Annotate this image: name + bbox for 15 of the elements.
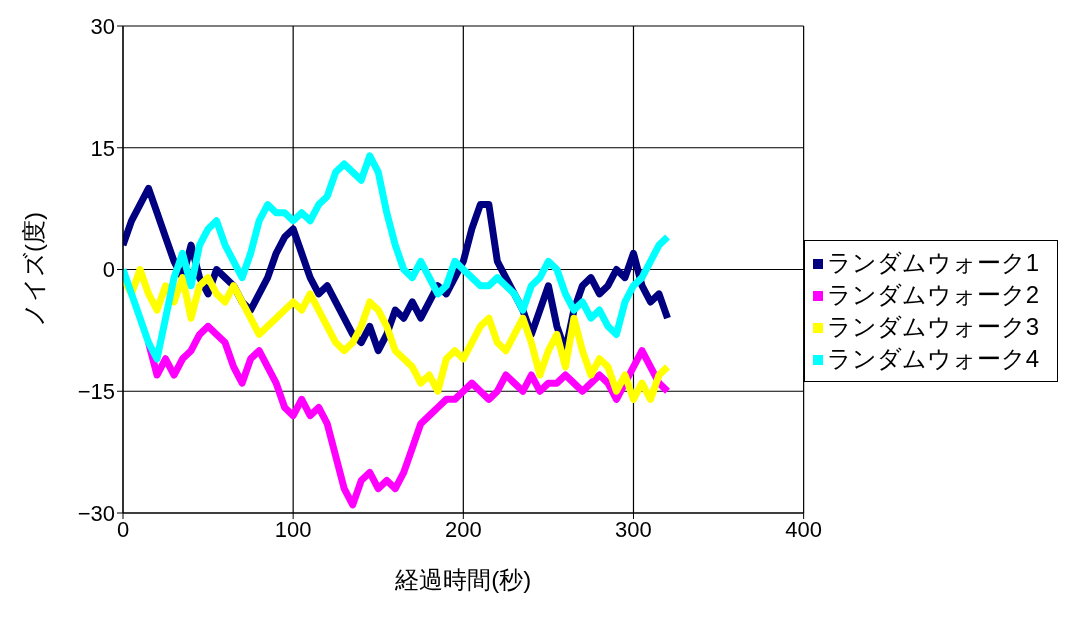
y-tick-label: −15 [77, 379, 115, 405]
y-axis-title: ノイズ(度) [19, 212, 47, 327]
y-tick-label: 30 [90, 13, 115, 39]
legend-label: ランダムウォーク2 [826, 280, 1039, 308]
legend-label: ランダムウォーク3 [826, 312, 1039, 340]
x-tick-label: 400 [785, 516, 822, 542]
legend-label: ランダムウォーク4 [826, 344, 1039, 372]
y-tick-label: 0 [102, 257, 115, 283]
x-tick-label: 300 [615, 516, 652, 542]
legend-label: ランダムウォーク1 [826, 248, 1039, 276]
y-tick-label: 15 [90, 135, 115, 161]
x-axis-title: 経過時間(秒) [394, 566, 532, 593]
x-tick-label: 100 [274, 516, 312, 542]
y-tick-label: −30 [77, 500, 115, 526]
x-tick-label: 200 [444, 516, 482, 542]
